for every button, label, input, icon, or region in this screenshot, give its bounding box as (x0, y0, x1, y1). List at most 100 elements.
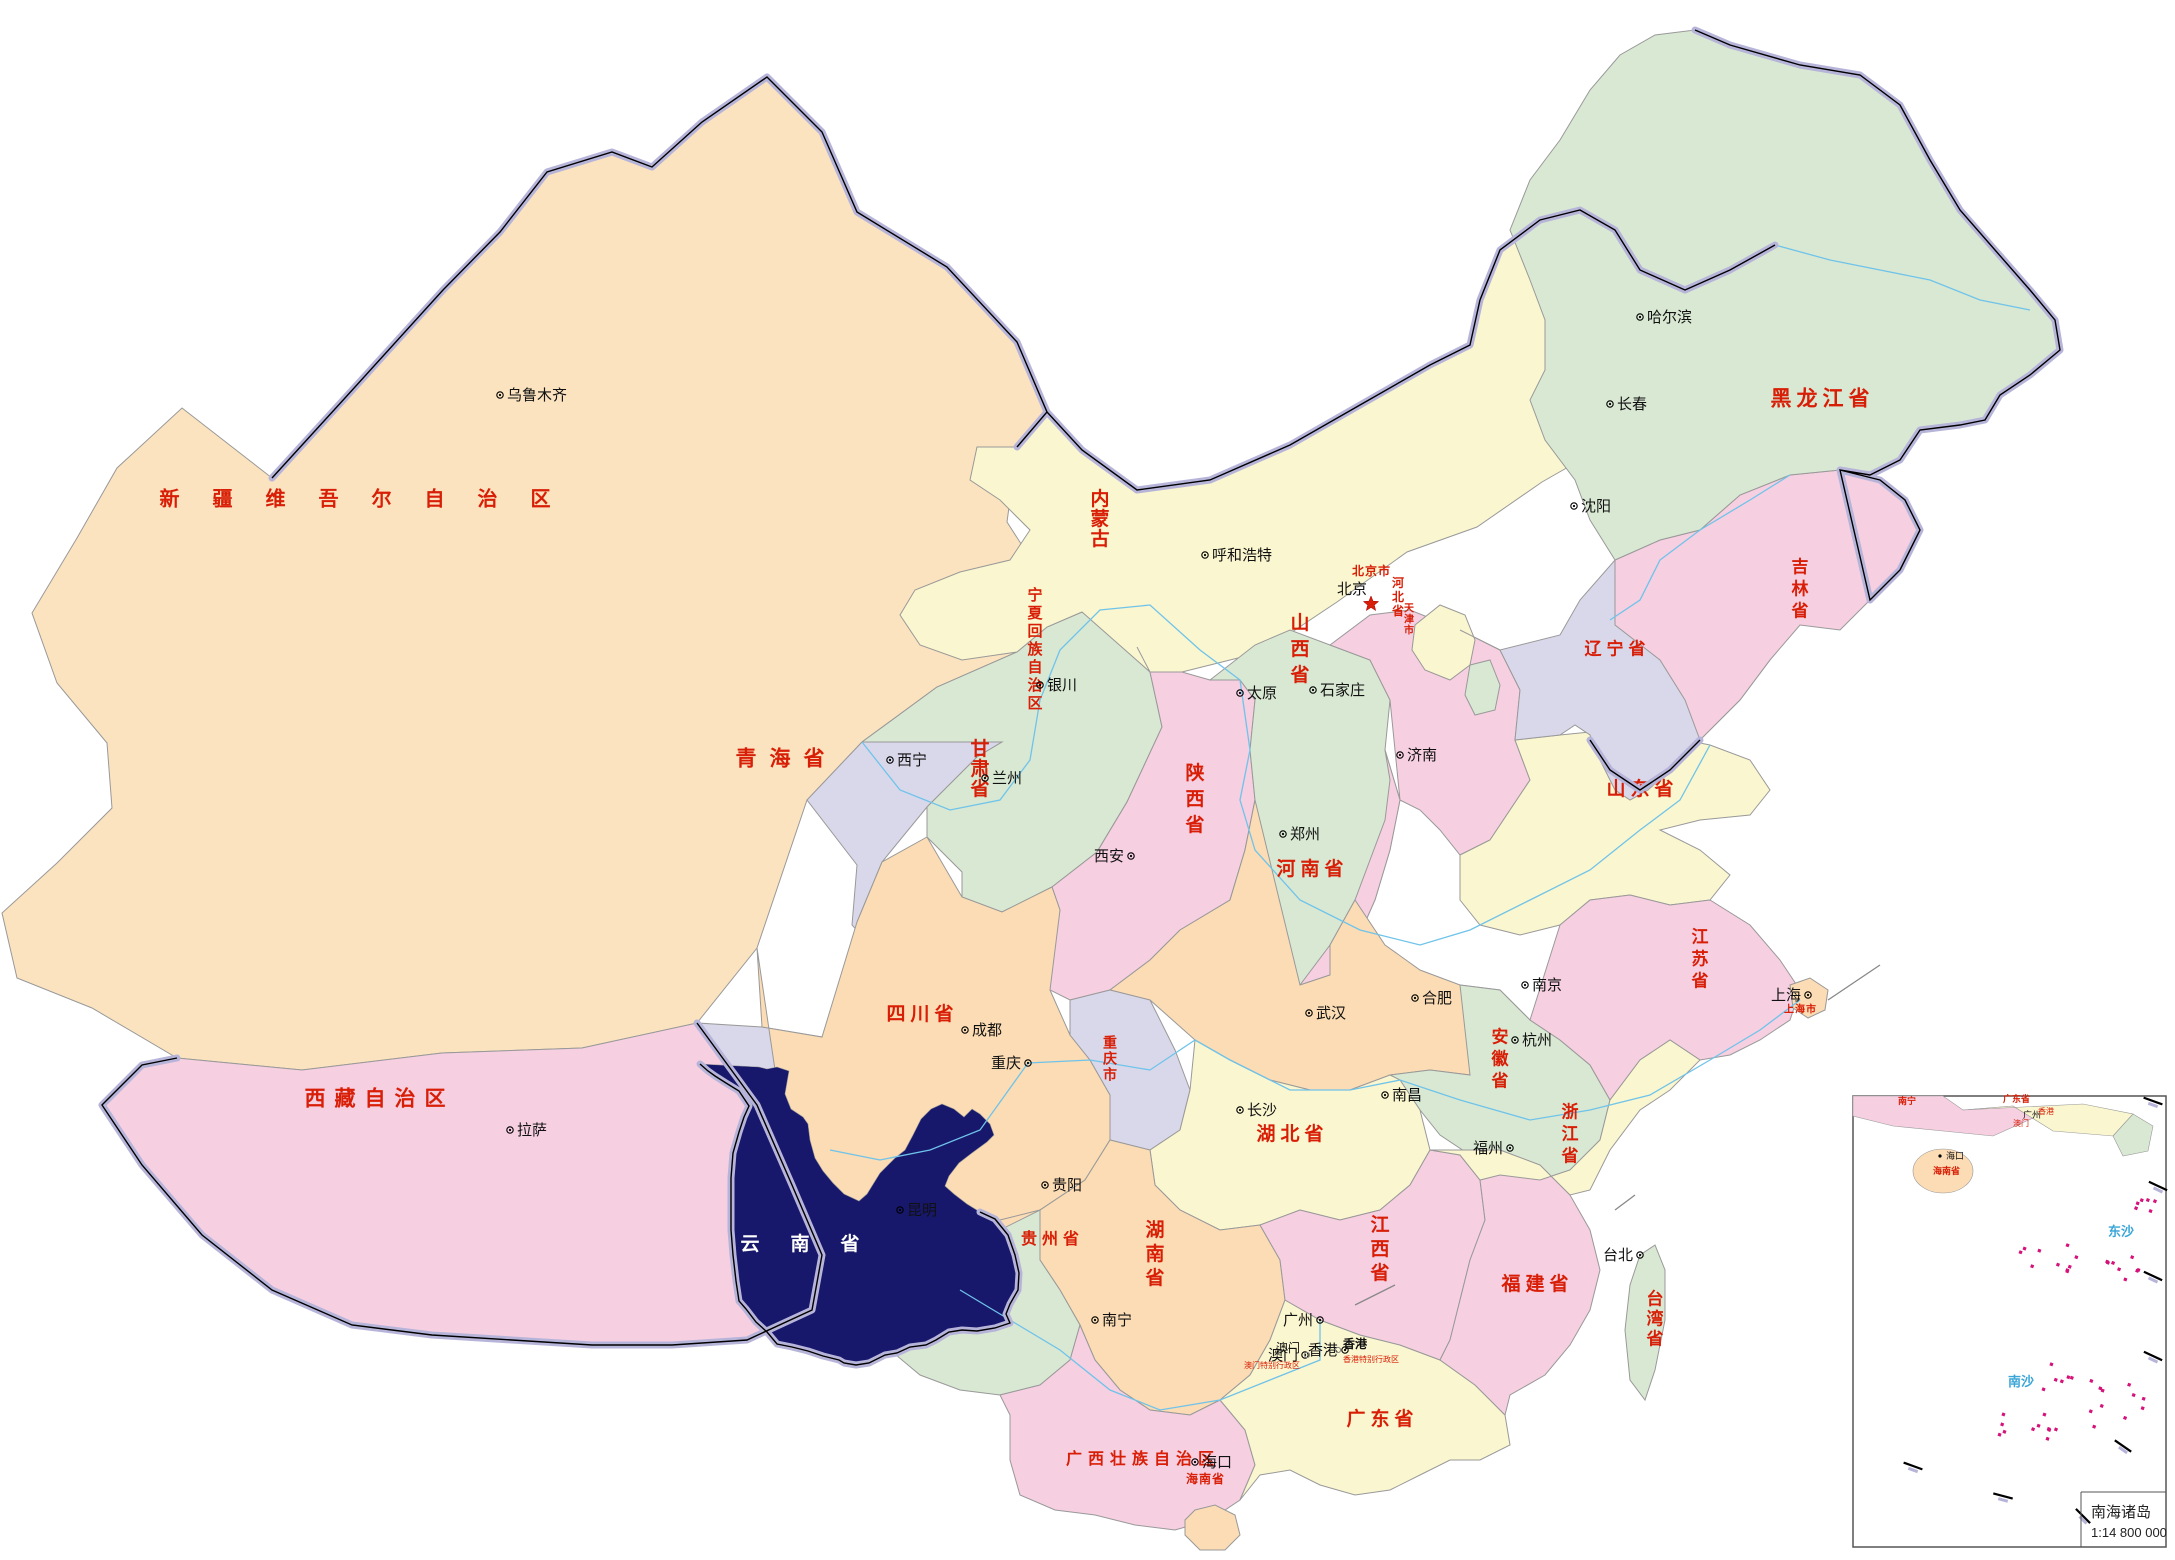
svg-text:兰州: 兰州 (992, 770, 1022, 787)
svg-text:台北: 台北 (1603, 1247, 1633, 1264)
svg-text:呼和浩特: 呼和浩特 (1212, 547, 1272, 564)
svg-text:南宁: 南宁 (1898, 1095, 1916, 1106)
svg-text:回: 回 (1027, 623, 1042, 640)
svg-text:省: 省 (1211, 1471, 1224, 1486)
svg-text:自: 自 (1027, 658, 1042, 676)
svg-text:林: 林 (1792, 578, 1809, 598)
svg-text:贵阳: 贵阳 (1052, 1177, 1082, 1194)
svg-text:省: 省 (1144, 1267, 1164, 1289)
svg-text:山: 山 (1290, 612, 1309, 634)
svg-text:甘: 甘 (970, 738, 989, 760)
svg-text:西: 西 (1290, 639, 1309, 660)
svg-text:湾: 湾 (1647, 1308, 1664, 1328)
svg-text:石家庄: 石家庄 (1320, 681, 1365, 699)
svg-text:省: 省 (933, 1003, 953, 1025)
svg-text:尔: 尔 (372, 486, 392, 510)
svg-text:广东省: 广东省 (2003, 1093, 2030, 1104)
svg-text:安: 安 (1492, 1026, 1509, 1046)
svg-text:陕: 陕 (1185, 761, 1204, 784)
svg-text:重: 重 (1103, 1035, 1117, 1051)
svg-text:银川: 银川 (1047, 677, 1077, 694)
svg-text:省: 省 (839, 1233, 859, 1255)
svg-text:南: 南 (1145, 1243, 1164, 1265)
svg-text:省: 省 (1848, 388, 1870, 411)
svg-text:乌鲁木齐: 乌鲁木齐 (507, 387, 567, 404)
svg-text:北: 北 (1352, 563, 1364, 578)
svg-text:区: 区 (425, 1088, 446, 1111)
svg-text:广州: 广州 (1283, 1312, 1313, 1329)
svg-text:江: 江 (1823, 388, 1844, 411)
svg-text:自: 自 (1154, 1449, 1170, 1468)
svg-text:省: 省 (1646, 1328, 1664, 1348)
svg-text:南宁: 南宁 (1102, 1312, 1132, 1329)
svg-text:西: 西 (1185, 789, 1204, 810)
svg-text:治: 治 (478, 486, 498, 510)
svg-text:香港: 香港 (2038, 1106, 2054, 1116)
svg-text:福州: 福州 (1473, 1140, 1503, 1157)
svg-text:昆明: 昆明 (907, 1202, 937, 1219)
svg-text:区: 区 (531, 488, 551, 510)
svg-text:古: 古 (1090, 527, 1109, 550)
svg-text:南沙: 南沙 (2008, 1374, 2034, 1389)
svg-text:省: 省 (1791, 600, 1809, 620)
svg-text:郑州: 郑州 (1290, 826, 1320, 843)
svg-text:夏: 夏 (1026, 605, 1043, 622)
svg-text:州: 州 (1041, 1230, 1058, 1248)
svg-text:云: 云 (740, 1234, 759, 1255)
svg-text:南昌: 南昌 (1392, 1087, 1422, 1104)
svg-text:澳门特别行政区: 澳门特别行政区 (1244, 1360, 1300, 1370)
svg-text:西宁: 西宁 (897, 752, 927, 769)
svg-text:北京: 北京 (1337, 581, 1367, 598)
svg-text:省: 省 (1691, 970, 1709, 990)
svg-text:湖: 湖 (1256, 1123, 1275, 1145)
svg-text:南: 南 (1300, 858, 1319, 880)
svg-text:新: 新 (160, 486, 180, 510)
svg-text:济南: 济南 (1407, 747, 1437, 764)
svg-text:武汉: 武汉 (1316, 1005, 1346, 1022)
svg-text:沈阳: 沈阳 (1581, 498, 1611, 515)
svg-text:拉萨: 拉萨 (517, 1122, 547, 1139)
svg-text:省: 省 (1628, 638, 1646, 658)
svg-text:省: 省 (1548, 1273, 1568, 1295)
svg-text:自: 自 (365, 1087, 386, 1111)
svg-text:海: 海 (1186, 1471, 1198, 1486)
svg-text:藏: 藏 (335, 1088, 356, 1111)
svg-text:津: 津 (1404, 613, 1414, 626)
svg-text:市: 市 (1103, 1067, 1117, 1083)
svg-text:福: 福 (1500, 1272, 1520, 1295)
svg-text:海口: 海口 (1202, 1454, 1232, 1471)
svg-text:省: 省 (1393, 1408, 1413, 1430)
svg-text:建: 建 (1525, 1272, 1544, 1295)
svg-text:香港特别行政区: 香港特别行政区 (1343, 1354, 1399, 1364)
svg-text:广: 广 (1346, 1407, 1365, 1430)
svg-text:杭州: 杭州 (1522, 1032, 1552, 1049)
svg-text:维: 维 (266, 486, 286, 510)
svg-text:苏: 苏 (1692, 948, 1709, 968)
svg-text:治: 治 (1176, 1449, 1192, 1468)
svg-text:台: 台 (1647, 1288, 1664, 1308)
svg-text:西: 西 (305, 1088, 326, 1111)
svg-text:太原: 太原 (1247, 685, 1277, 702)
svg-text:澳门: 澳门 (2013, 1118, 2029, 1128)
svg-text:区: 区 (1027, 695, 1042, 712)
svg-text:南海诸岛: 南海诸岛 (2091, 1504, 2151, 1521)
svg-text:哈尔滨: 哈尔滨 (1647, 309, 1692, 326)
svg-text:西安: 西安 (1094, 848, 1124, 865)
svg-text:省: 省 (1561, 1145, 1579, 1165)
svg-text:省: 省 (1184, 814, 1204, 836)
svg-text:内: 内 (1090, 487, 1109, 510)
svg-text:西: 西 (1370, 1239, 1389, 1260)
svg-text:肃: 肃 (970, 757, 989, 780)
svg-text:东沙: 东沙 (2108, 1224, 2134, 1239)
svg-text:青: 青 (736, 748, 757, 771)
svg-text:南: 南 (1199, 1471, 1211, 1486)
svg-text:南: 南 (790, 1233, 809, 1255)
svg-text:庆: 庆 (1103, 1051, 1117, 1067)
svg-text:省: 省 (1391, 603, 1404, 618)
svg-text:京: 京 (1365, 563, 1377, 578)
svg-text:合肥: 合肥 (1422, 990, 1452, 1007)
svg-text:蒙: 蒙 (1090, 508, 1109, 530)
svg-text:河: 河 (1276, 858, 1295, 880)
svg-text:吉: 吉 (1792, 557, 1809, 576)
svg-text:湖: 湖 (1145, 1219, 1164, 1241)
